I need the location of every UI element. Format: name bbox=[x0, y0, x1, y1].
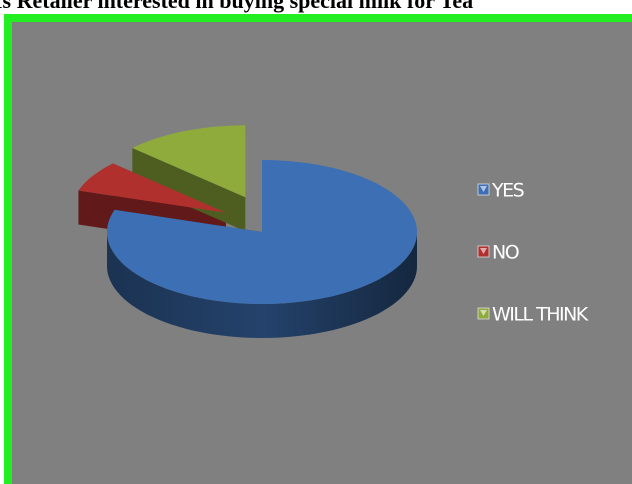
chart-title: Is Retailer interested in buying special… bbox=[0, 0, 473, 13]
slice bbox=[78, 163, 226, 213]
legend-swatch-mark bbox=[480, 310, 487, 316]
legend: YES NO WILL THINK bbox=[477, 180, 590, 326]
legend-label: YES bbox=[491, 180, 524, 202]
pie bbox=[78, 125, 417, 338]
legend-swatch-mark bbox=[480, 186, 487, 192]
legend-swatch-mark bbox=[480, 248, 487, 254]
slice bbox=[107, 160, 417, 304]
slice bbox=[132, 125, 246, 198]
legend-label: NO bbox=[492, 242, 519, 264]
slice-side-shade bbox=[107, 232, 417, 338]
legend-label: WILL THINK bbox=[492, 304, 589, 326]
